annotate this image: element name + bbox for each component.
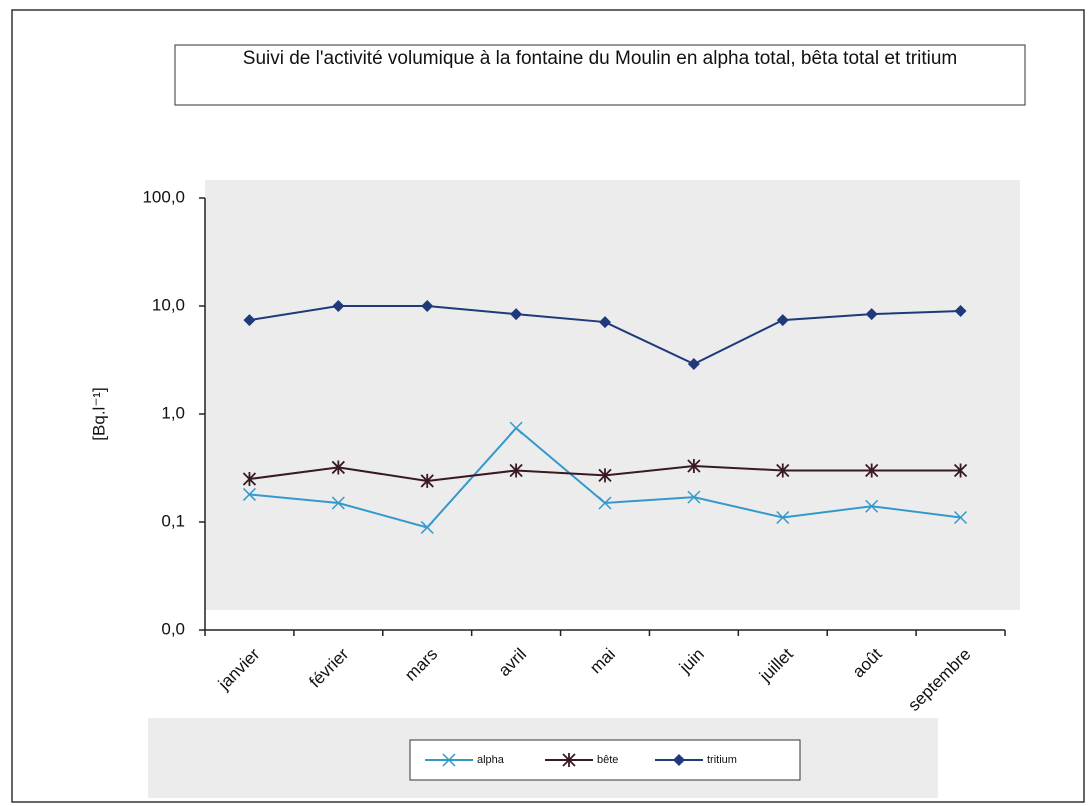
marker — [242, 487, 256, 501]
frame — [11, 9, 1085, 803]
y-tick-label: 0,1 — [161, 511, 185, 530]
chart-title: Suivi de l'activité volumique à la fonta… — [242, 48, 958, 69]
x-tick-label: avril — [495, 645, 530, 680]
legend-label: alpha — [477, 754, 505, 766]
marker — [332, 300, 345, 312]
marker — [442, 753, 456, 767]
marker — [242, 472, 257, 487]
marker — [953, 463, 968, 478]
legend-label: tritium — [707, 754, 737, 766]
marker — [865, 308, 878, 321]
title-wrap: Suivi de l'activité volumique à la fonta… — [242, 48, 958, 69]
x-tick-label: mai — [586, 645, 619, 678]
marker — [599, 316, 611, 329]
marker — [420, 473, 434, 488]
x-tick-label: février — [305, 644, 352, 691]
marker — [421, 300, 434, 312]
y-tick-label: 0,0 — [161, 619, 185, 638]
marker — [687, 358, 700, 371]
x-tick-label: mars — [401, 645, 441, 685]
marker — [776, 510, 790, 525]
marker — [509, 421, 523, 435]
marker — [509, 463, 523, 478]
marker — [510, 308, 523, 321]
marker — [420, 520, 434, 534]
marker — [243, 314, 256, 327]
marker — [776, 314, 789, 327]
marker — [776, 463, 790, 478]
y-tick-label: 10,0 — [152, 295, 185, 314]
marker — [865, 463, 879, 478]
marker — [562, 753, 576, 767]
x-tick-label: septembre — [904, 645, 974, 715]
plot-area — [205, 180, 1020, 610]
x-tick-label: janvier — [214, 644, 264, 694]
y-tick-label: 1,0 — [161, 403, 185, 422]
x-tick-label: août — [849, 644, 886, 681]
x-tick-label: juillet — [755, 644, 797, 686]
marker — [865, 499, 879, 513]
marker — [954, 510, 968, 525]
legend-label: bête — [597, 754, 618, 766]
marker — [598, 496, 612, 510]
y-tick-label: 100,0 — [142, 187, 185, 206]
marker — [331, 460, 345, 475]
y-axis-label: [Bq.l⁻¹] — [89, 387, 108, 440]
marker — [673, 754, 685, 766]
legend-box — [409, 739, 801, 781]
marker — [687, 459, 701, 473]
marker — [954, 304, 967, 317]
x-tick-label: juin — [675, 645, 708, 678]
marker — [687, 490, 701, 504]
marker — [598, 468, 612, 483]
marker — [331, 496, 345, 510]
title-box — [174, 44, 1026, 106]
